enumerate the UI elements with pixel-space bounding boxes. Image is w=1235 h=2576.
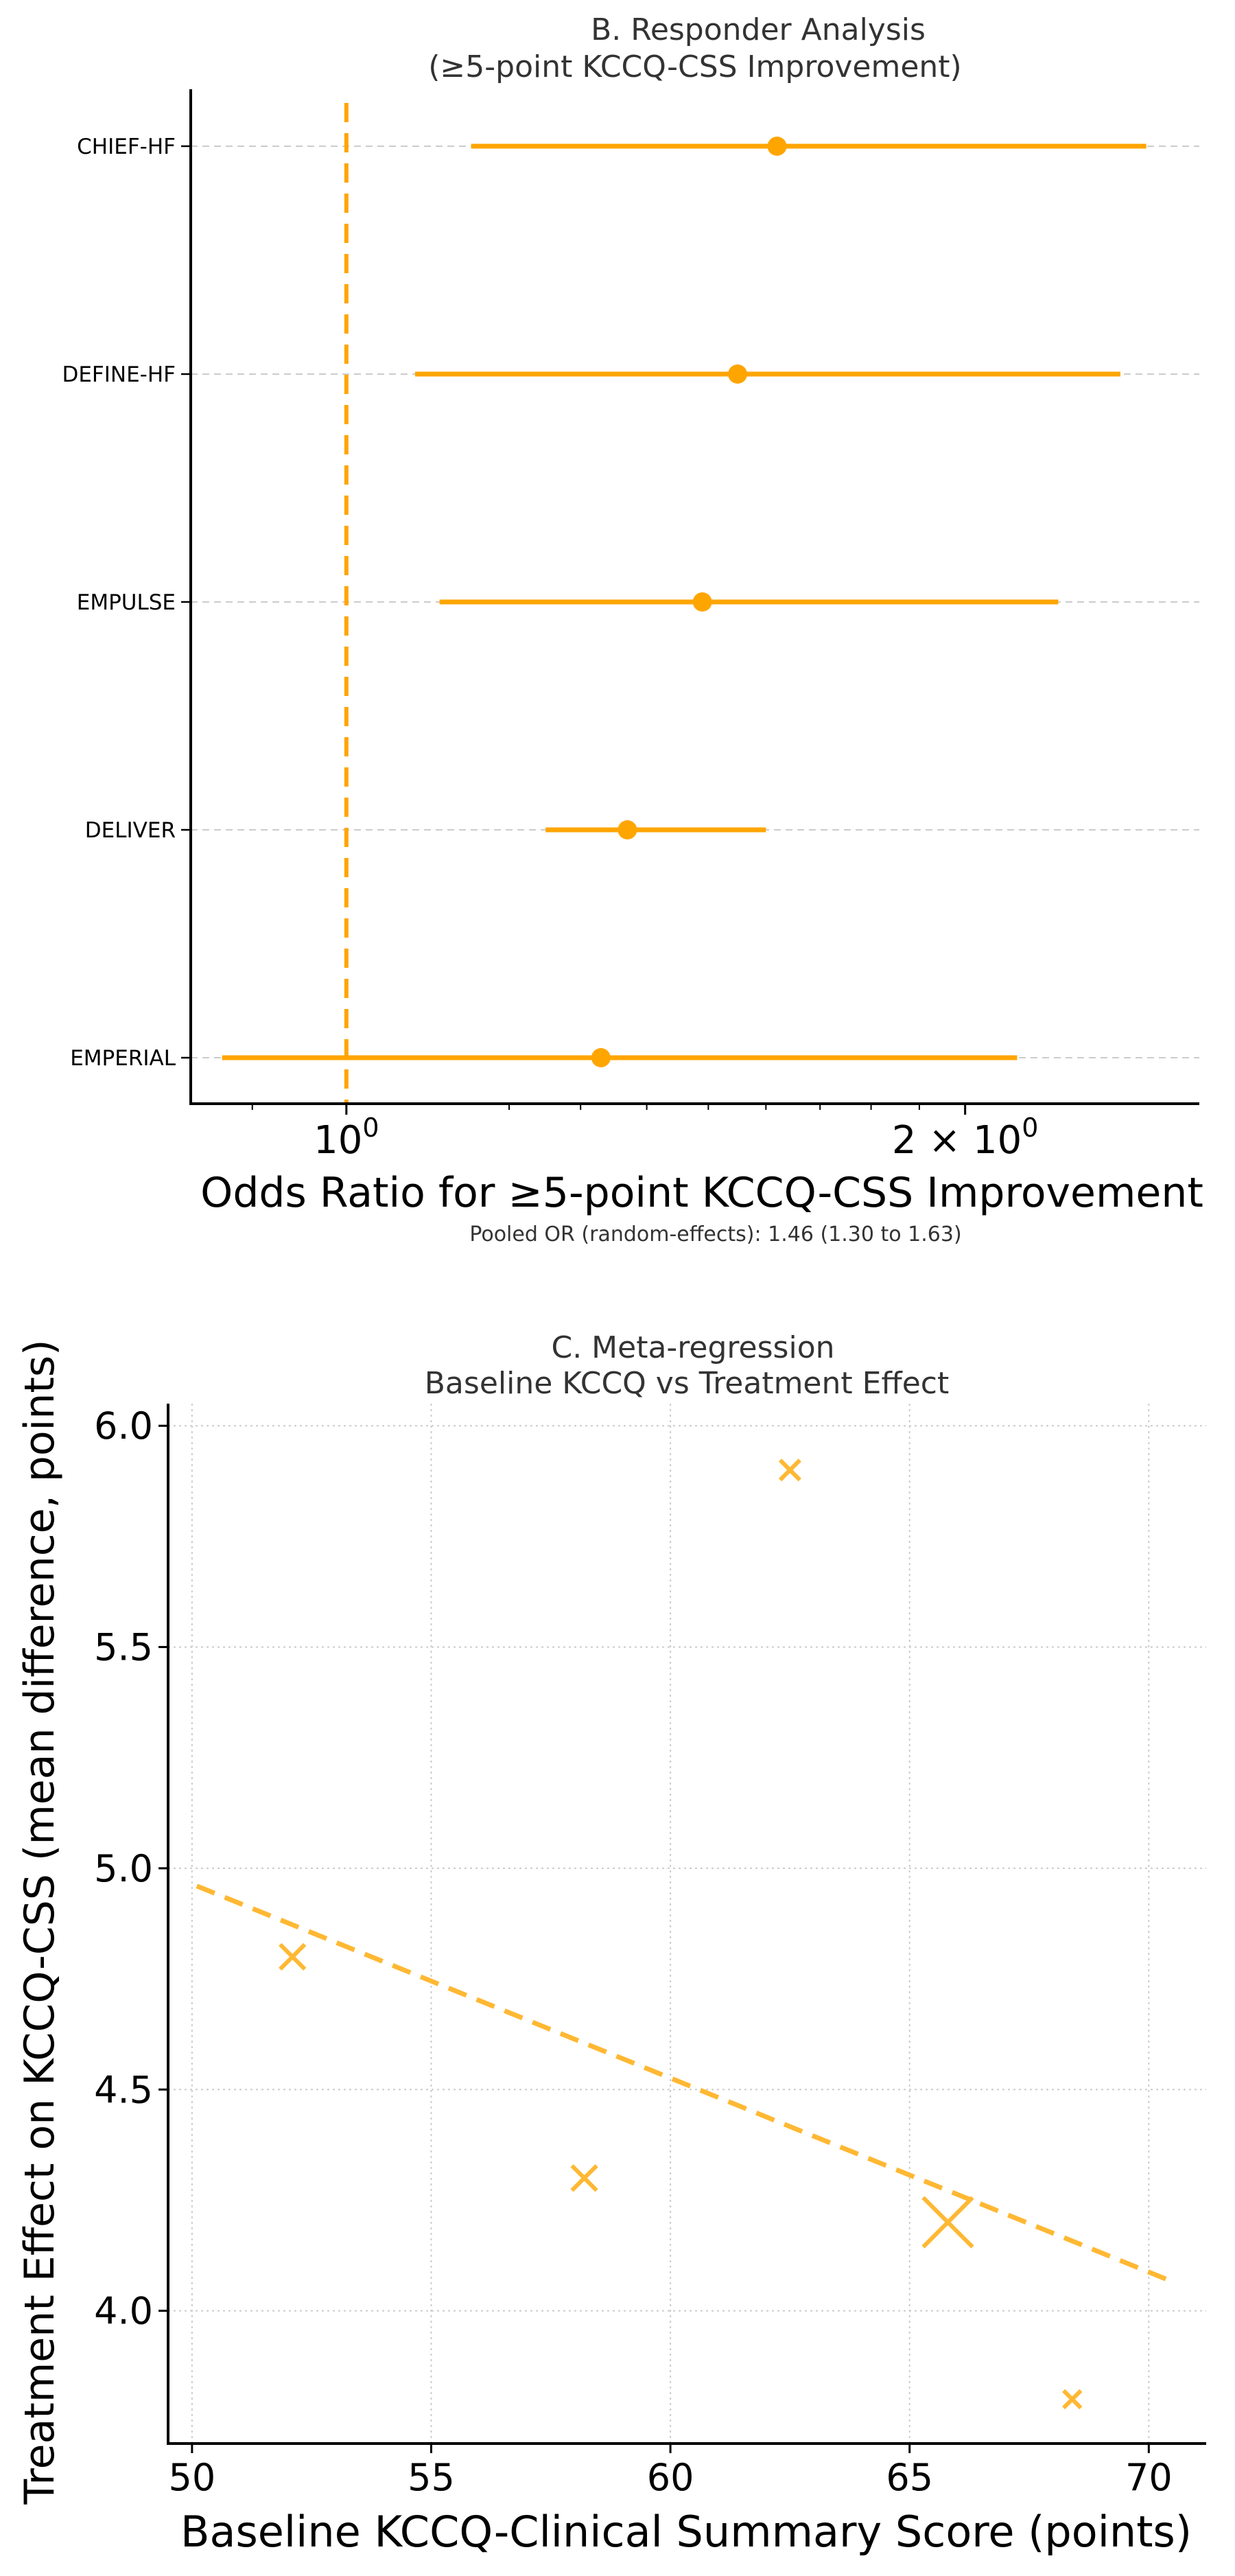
scatter-title-line2: Baseline KCCQ vs Treatment Effect [425, 1366, 950, 1401]
scatter-x-ticks: 50 55 60 65 70 [169, 2444, 1173, 2499]
forest-tick-label: 100 [314, 1113, 379, 1163]
forest-point-estimate [591, 1048, 611, 1067]
forest-axes [189, 89, 1199, 1105]
scatter-x-axis-label: Baseline KCCQ-Clinical Summary Score (po… [180, 2507, 1192, 2557]
forest-study-label: CHIEF-HF [77, 135, 176, 159]
scatter-y-tick-label: 5.5 [94, 1626, 153, 1669]
meta-regression-panel: C. Meta-regression Baseline KCCQ vs Trea… [16, 1330, 1206, 2557]
forest-title-line1: B. Responder Analysis [591, 12, 926, 47]
forest-study-label: EMPULSE [77, 590, 176, 615]
scatter-points [279, 1459, 1083, 2410]
scatter-y-tick-label: 4.0 [94, 2290, 153, 2333]
scatter-point [778, 1459, 801, 1482]
forest-marks [222, 137, 1146, 1067]
scatter-x-tick-label: 65 [886, 2456, 933, 2499]
scatter-x-tick-label: 55 [408, 2456, 455, 2499]
scatter-y-axis-label: Treatment Effect on KCCQ-CSS (mean diffe… [16, 1339, 64, 2505]
scatter-y-tick-label: 6.0 [94, 1404, 153, 1448]
scatter-point-stroke [279, 1942, 307, 1971]
scatter-point [570, 2164, 598, 2192]
forest-x-ticks: 100 2 × 100 [251, 1104, 1039, 1163]
forest-plot-panel: B. Responder Analysis (≥5-point KCCQ-CSS… [62, 12, 1203, 1246]
scatter-point [1062, 2389, 1083, 2410]
scatter-point-stroke [921, 2196, 974, 2249]
scatter-regression-line [196, 1883, 1169, 2282]
scatter-y-ticks: 4.0 4.5 5.0 5.5 6.0 [94, 1404, 168, 2333]
scatter-x-tick-label: 60 [647, 2456, 694, 2499]
forest-study-labels: CHIEF-HF DEFINE-HF EMPULSE DELIVER EMPERIAL [62, 135, 191, 1071]
scatter-y-tick-label: 5.0 [94, 1847, 153, 1890]
scatter-point-stroke [570, 2164, 598, 2192]
scatter-point-stroke [778, 1459, 801, 1482]
forest-point-estimate [692, 592, 712, 612]
forest-point-estimate [728, 364, 748, 384]
forest-footnote: Pooled OR (random-effects): 1.46 (1.30 t… [469, 1222, 961, 1246]
forest-study-label: DEFINE-HF [62, 362, 176, 387]
forest-point-estimate [767, 137, 787, 156]
scatter-x-tick-label: 50 [169, 2456, 216, 2499]
forest-tick-label: 2 × 100 [892, 1113, 1039, 1163]
forest-x-axis-label: Odds Ratio for ≥5-point KCCQ-CSS Improve… [200, 1169, 1203, 1217]
scatter-point [279, 1942, 307, 1971]
scatter-gridlines [168, 1404, 1206, 2444]
forest-study-label: DELIVER [85, 818, 176, 843]
scatter-regression-fit [196, 1883, 1169, 2282]
scatter-point [921, 2196, 974, 2249]
forest-study-label: EMPERIAL [70, 1046, 176, 1071]
forest-point-estimate [618, 820, 637, 839]
scatter-title-line1: C. Meta-regression [551, 1330, 834, 1365]
scatter-axes [167, 1404, 1206, 2445]
scatter-y-tick-label: 4.5 [94, 2068, 153, 2111]
scatter-x-tick-label: 70 [1125, 2456, 1173, 2499]
forest-title-line2: (≥5-point KCCQ-CSS Improvement) [428, 49, 961, 84]
scatter-point-stroke [1062, 2389, 1083, 2410]
